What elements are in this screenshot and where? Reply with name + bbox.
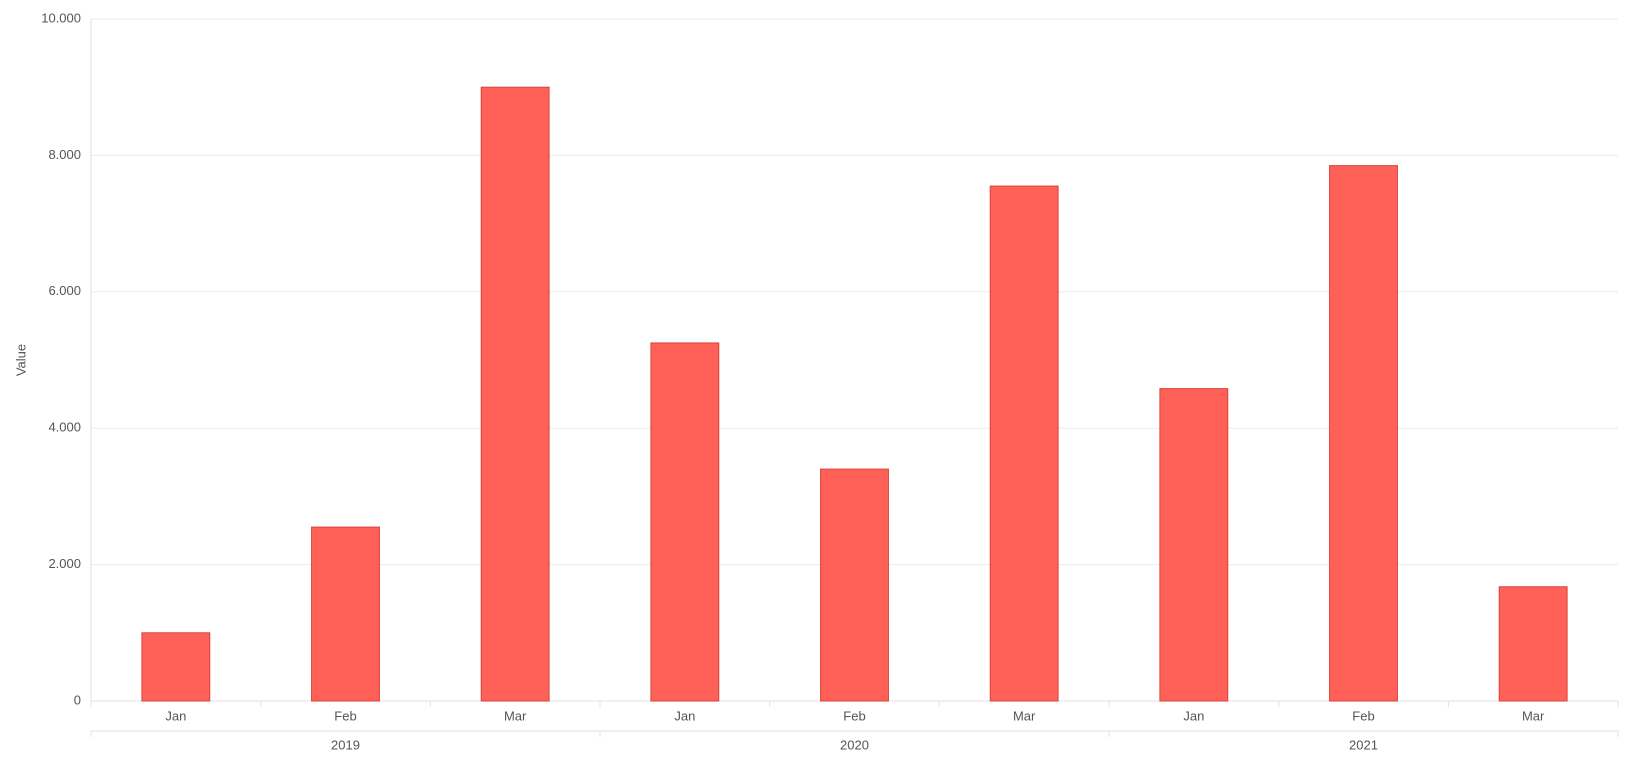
y-tick-label: 8.000 — [48, 147, 81, 162]
x-tick-label: Jan — [165, 708, 186, 723]
x-tick-label: Feb — [1352, 708, 1374, 723]
bar — [1159, 388, 1229, 702]
x-tick-label: Jan — [1183, 708, 1204, 723]
bar — [141, 632, 211, 702]
x-tick-label: Jan — [674, 708, 695, 723]
x-tick-label: Mar — [1522, 708, 1545, 723]
bar — [650, 342, 720, 702]
bar — [311, 526, 380, 702]
bar — [820, 468, 889, 702]
group-label: 2021 — [1349, 737, 1378, 752]
bar — [1329, 165, 1398, 702]
y-tick-label: 2.000 — [48, 556, 81, 571]
y-tick-label: 10.000 — [41, 10, 81, 25]
y-tick-label: 4.000 — [48, 420, 81, 435]
group-label: 2020 — [840, 737, 869, 752]
bar — [480, 86, 550, 702]
y-tick-label: 6.000 — [48, 283, 81, 298]
x-tick-label: Feb — [843, 708, 865, 723]
x-tick-label: Mar — [504, 708, 527, 723]
y-axis-label: Value — [13, 344, 28, 376]
bar — [989, 185, 1059, 702]
y-tick-label: 0 — [74, 692, 81, 707]
x-tick-label: Feb — [334, 708, 356, 723]
x-tick-label: Mar — [1013, 708, 1036, 723]
group-label: 2019 — [331, 737, 360, 752]
bar — [1498, 586, 1568, 702]
